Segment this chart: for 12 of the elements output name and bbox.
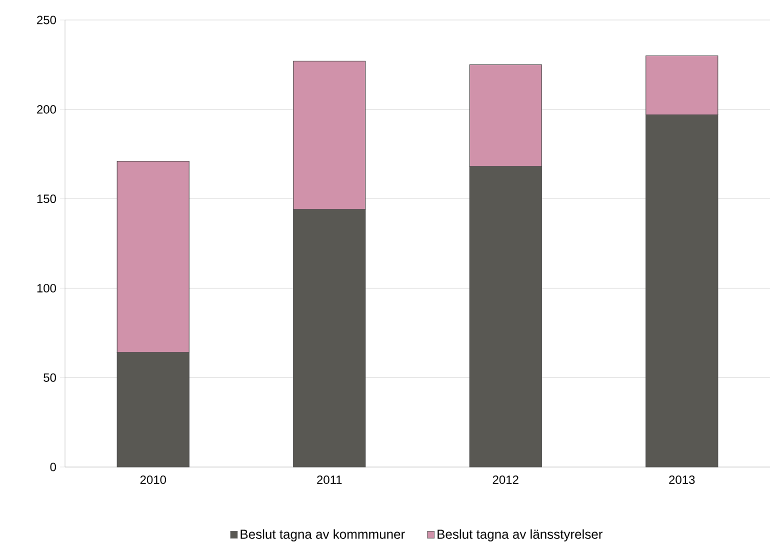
x-tick-label: 2013 — [669, 476, 695, 484]
y-tick-label: 200 — [37, 105, 56, 114]
y-tick-label: 0 — [50, 462, 56, 472]
y-tick-label: 50 — [44, 373, 56, 382]
x-tick-label: 2012 — [492, 476, 518, 484]
legend-label: Beslut tagna av kommmuner — [240, 529, 405, 542]
x-tick-label: 2010 — [140, 476, 166, 484]
y-tick-label: 100 — [37, 284, 56, 292]
y-tick-label: 250 — [37, 16, 56, 24]
x-tick-label: 2011 — [317, 476, 342, 484]
legend-label: Beslut tagna av länsstyrelser — [438, 529, 603, 542]
y-tick-label: 150 — [37, 194, 56, 204]
